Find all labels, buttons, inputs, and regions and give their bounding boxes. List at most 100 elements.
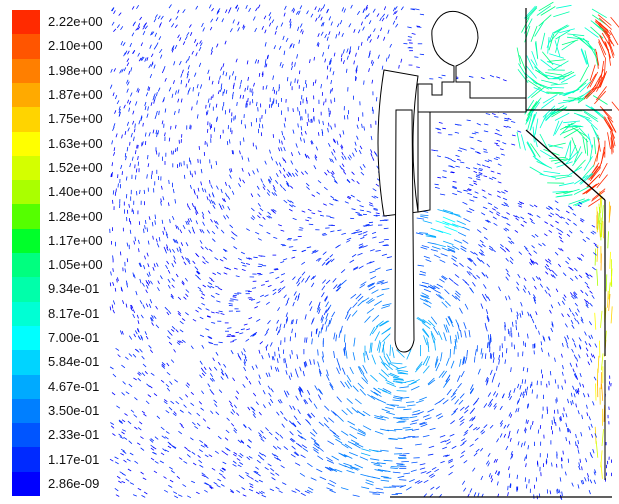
velocity-vector [489, 403, 493, 408]
velocity-vector [430, 486, 435, 490]
velocity-vector [285, 363, 288, 369]
velocity-vector [375, 214, 380, 216]
velocity-vector [166, 247, 169, 251]
velocity-vector [121, 473, 126, 476]
velocity-vector [330, 172, 334, 176]
velocity-vector [229, 489, 234, 493]
velocity-vector [191, 451, 196, 455]
velocity-vector [473, 170, 478, 174]
velocity-vector [326, 169, 330, 174]
velocity-vector [481, 252, 485, 256]
velocity-vector [133, 240, 135, 245]
velocity-vector [171, 46, 175, 51]
velocity-vector [346, 237, 352, 241]
velocity-vector [321, 129, 324, 134]
velocity-vector [127, 468, 132, 472]
velocity-vector [435, 127, 440, 130]
velocity-vector [336, 367, 340, 375]
velocity-vector [245, 472, 250, 475]
velocity-vector [518, 201, 523, 204]
velocity-vector [499, 246, 504, 251]
velocity-vector [504, 117, 509, 120]
velocity-vector [341, 155, 345, 160]
velocity-vector [207, 110, 209, 115]
velocity-vector [280, 280, 284, 284]
velocity-vector [561, 300, 565, 305]
velocity-vector [196, 270, 201, 274]
velocity-vector [140, 42, 143, 47]
velocity-vector [556, 227, 561, 231]
velocity-vector [355, 77, 357, 82]
velocity-vector [561, 342, 564, 347]
velocity-vector [545, 207, 550, 210]
velocity-vector [370, 342, 373, 353]
velocity-vector [473, 167, 478, 170]
velocity-vector [274, 456, 279, 461]
velocity-vector [291, 445, 296, 450]
velocity-vector [365, 297, 374, 304]
velocity-vector [201, 474, 206, 478]
velocity-vector [215, 351, 219, 356]
velocity-vector [500, 244, 504, 248]
velocity-vector [158, 36, 162, 41]
colorbar-swatch [12, 34, 40, 60]
velocity-vector [166, 362, 170, 367]
velocity-vector [594, 433, 597, 438]
velocity-vector [527, 419, 529, 424]
velocity-vector [550, 304, 554, 309]
velocity-vector [195, 220, 198, 225]
velocity-vector [158, 110, 160, 116]
velocity-vector [162, 196, 165, 201]
velocity-vector [359, 209, 364, 212]
velocity-vector [393, 397, 403, 400]
velocity-vector [281, 423, 285, 428]
velocity-vector [457, 382, 462, 389]
velocity-vector [283, 446, 289, 451]
velocity-vector [207, 285, 212, 289]
velocity-vector [283, 323, 286, 329]
velocity-vector [114, 287, 117, 292]
velocity-vector [243, 359, 246, 364]
velocity-vector [187, 218, 190, 223]
velocity-vector [264, 42, 267, 47]
velocity-vector [560, 239, 564, 243]
velocity-vector [396, 463, 404, 465]
velocity-vector [301, 249, 307, 252]
velocity-vector [330, 99, 332, 104]
velocity-vector [278, 86, 280, 92]
velocity-vector [200, 296, 205, 300]
velocity-vector [152, 95, 155, 101]
velocity-vector [357, 29, 361, 34]
velocity-vector [355, 229, 360, 232]
velocity-vector [436, 283, 443, 288]
velocity-vector [416, 66, 420, 68]
velocity-vector [132, 494, 137, 497]
velocity-vector [568, 307, 572, 313]
velocity-vector [346, 68, 348, 73]
velocity-vector [551, 106, 567, 116]
velocity-vector [163, 476, 167, 479]
velocity-vector [596, 268, 599, 286]
velocity-vector [504, 322, 506, 328]
velocity-vector [352, 494, 360, 497]
velocity-vector [398, 64, 400, 69]
velocity-vector [264, 29, 267, 34]
velocity-vector [145, 219, 147, 224]
velocity-vector [474, 437, 479, 442]
velocity-vector [254, 470, 259, 474]
velocity-vector [153, 393, 158, 397]
velocity-vector [243, 361, 246, 367]
velocity-vector [586, 86, 599, 100]
velocity-vector [571, 312, 575, 317]
velocity-vector [496, 140, 501, 142]
velocity-vector [589, 71, 599, 88]
velocity-vector [531, 245, 535, 249]
velocity-vector [382, 344, 385, 356]
velocity-vector [377, 35, 380, 39]
velocity-vector [494, 132, 499, 135]
velocity-vector [360, 473, 369, 477]
velocity-vector [444, 156, 449, 159]
velocity-vector [286, 390, 290, 396]
velocity-vector [391, 347, 395, 359]
velocity-vector [277, 399, 281, 404]
